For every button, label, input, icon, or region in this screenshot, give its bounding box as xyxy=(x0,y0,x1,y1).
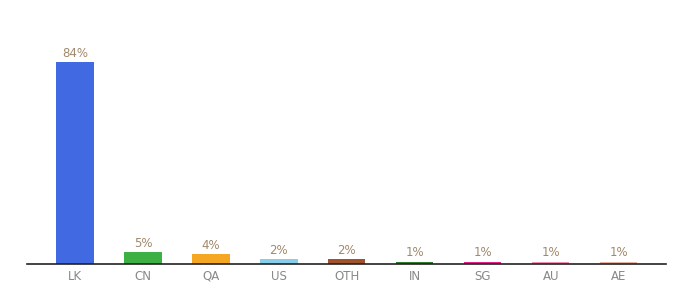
Text: 1%: 1% xyxy=(541,246,560,259)
Bar xyxy=(192,254,230,264)
Text: 1%: 1% xyxy=(405,246,424,259)
Bar xyxy=(532,262,569,264)
Bar xyxy=(464,262,501,264)
Bar xyxy=(396,262,433,264)
Text: 1%: 1% xyxy=(473,246,492,259)
Text: 1%: 1% xyxy=(609,246,628,259)
Text: 2%: 2% xyxy=(337,244,356,257)
Text: 84%: 84% xyxy=(62,47,88,60)
Text: 4%: 4% xyxy=(201,239,220,252)
Bar xyxy=(260,259,298,264)
Bar xyxy=(124,252,162,264)
Bar xyxy=(328,259,365,264)
Bar xyxy=(600,262,637,264)
Text: 2%: 2% xyxy=(269,244,288,257)
Bar xyxy=(56,62,94,264)
Text: 5%: 5% xyxy=(134,237,152,250)
